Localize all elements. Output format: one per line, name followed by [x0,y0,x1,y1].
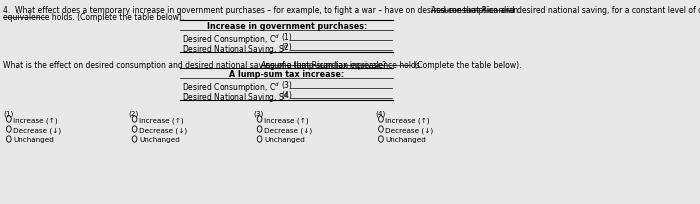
Text: Decrease (↓): Decrease (↓) [385,126,433,133]
Text: Decrease (↓): Decrease (↓) [264,126,312,133]
Text: (3): (3) [281,81,293,90]
Text: Increase in government purchases:: Increase in government purchases: [206,22,367,31]
Text: Assume that Ricardian: Assume that Ricardian [431,6,518,15]
Text: Desired Consumption, C$^d$: Desired Consumption, C$^d$ [181,81,279,95]
Text: Desired Consumption, C$^d$: Desired Consumption, C$^d$ [181,33,279,47]
Text: Increase (↑): Increase (↑) [264,116,309,123]
Text: Increase (↑): Increase (↑) [385,116,430,123]
Text: equivalence holds. (Complete the table below).: equivalence holds. (Complete the table b… [3,13,184,22]
Text: (3): (3) [253,110,264,117]
Text: 4.  What effect does a temporary increase in government purchases – for example,: 4. What effect does a temporary increase… [3,6,700,15]
Text: (2): (2) [129,110,139,117]
Text: (1): (1) [3,110,13,117]
Text: Unchanged: Unchanged [13,136,54,142]
Text: Increase (↑): Increase (↑) [139,116,183,123]
Text: Unchanged: Unchanged [139,136,180,142]
Text: (4): (4) [281,91,293,100]
Text: A lump-sum tax increase:: A lump-sum tax increase: [229,70,344,79]
Text: (Complete the table below).: (Complete the table below). [412,61,522,70]
Text: (4): (4) [375,110,385,117]
Text: Decrease (↓): Decrease (↓) [139,126,187,133]
Text: Decrease (↓): Decrease (↓) [13,126,62,133]
Text: (2): (2) [281,43,293,52]
Text: (1): (1) [281,33,293,42]
Text: Increase (↑): Increase (↑) [13,116,58,123]
Text: Desired National Saving, S$^d$: Desired National Saving, S$^d$ [181,91,288,105]
Text: Unchanged: Unchanged [264,136,305,142]
Text: What is the effect on desired consumption and desired national saving of a lump-: What is the effect on desired consumptio… [3,61,386,70]
Text: Unchanged: Unchanged [385,136,426,142]
Text: Assume that Ricardian equivalence holds.: Assume that Ricardian equivalence holds. [261,61,422,70]
Text: Desired National Saving, S$^d$: Desired National Saving, S$^d$ [181,43,288,57]
